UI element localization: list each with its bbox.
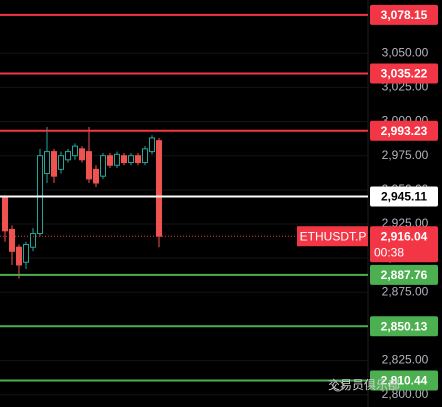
candle-body (142, 148, 148, 164)
candle-body (44, 151, 50, 174)
last-price-label: 2,916.04 (381, 229, 428, 243)
watermark-icon (332, 380, 344, 392)
candle-body (16, 246, 22, 266)
price-label-box (370, 186, 438, 207)
candle-body (9, 228, 15, 252)
candle-body (58, 155, 64, 170)
price-label: 2,850.13 (381, 319, 428, 333)
symbol-label: ETHUSDT.P (300, 229, 367, 243)
candle-body (2, 196, 8, 232)
candle-body (86, 151, 92, 180)
candle-body (51, 151, 57, 177)
y-tick-label: 3,050.00 (382, 45, 429, 59)
candle-body (93, 168, 99, 184)
y-tick-label: 2,825.00 (382, 353, 429, 367)
watermark: 交易员俱乐部 (328, 377, 400, 392)
candle-body (79, 148, 85, 161)
symbol-box (297, 226, 368, 247)
price-label-box (370, 316, 438, 337)
candle-body (107, 155, 113, 166)
candle-body (72, 145, 78, 157)
price-label: 2,993.23 (381, 124, 428, 138)
price-label: 3,078.15 (381, 8, 428, 22)
price-label-box (370, 370, 438, 391)
y-tick-label: 2,875.00 (382, 284, 429, 298)
y-tick-label: 2,975.00 (382, 148, 429, 162)
price-label: 3,035.22 (381, 67, 428, 81)
price-label-box (370, 4, 438, 25)
candle-body (135, 155, 141, 164)
candle-body (114, 153, 120, 166)
candle-body (156, 140, 162, 237)
candle-body (65, 151, 71, 161)
price-label: 2,810.44 (381, 374, 428, 388)
candle-body (121, 155, 127, 164)
candle-body (149, 137, 155, 153)
candle-body (100, 155, 106, 177)
price-label: 2,887.76 (381, 268, 428, 282)
price-label-box (370, 120, 438, 141)
candle-body (23, 243, 29, 263)
price-label: 2,945.11 (381, 190, 427, 204)
candle-body (37, 155, 43, 235)
price-label-box (370, 63, 438, 84)
price-label-box (370, 264, 438, 285)
candle-body (30, 233, 36, 248)
candle-body (128, 155, 134, 164)
last-price-box (370, 226, 438, 263)
countdown-label: 00:38 (374, 245, 404, 259)
